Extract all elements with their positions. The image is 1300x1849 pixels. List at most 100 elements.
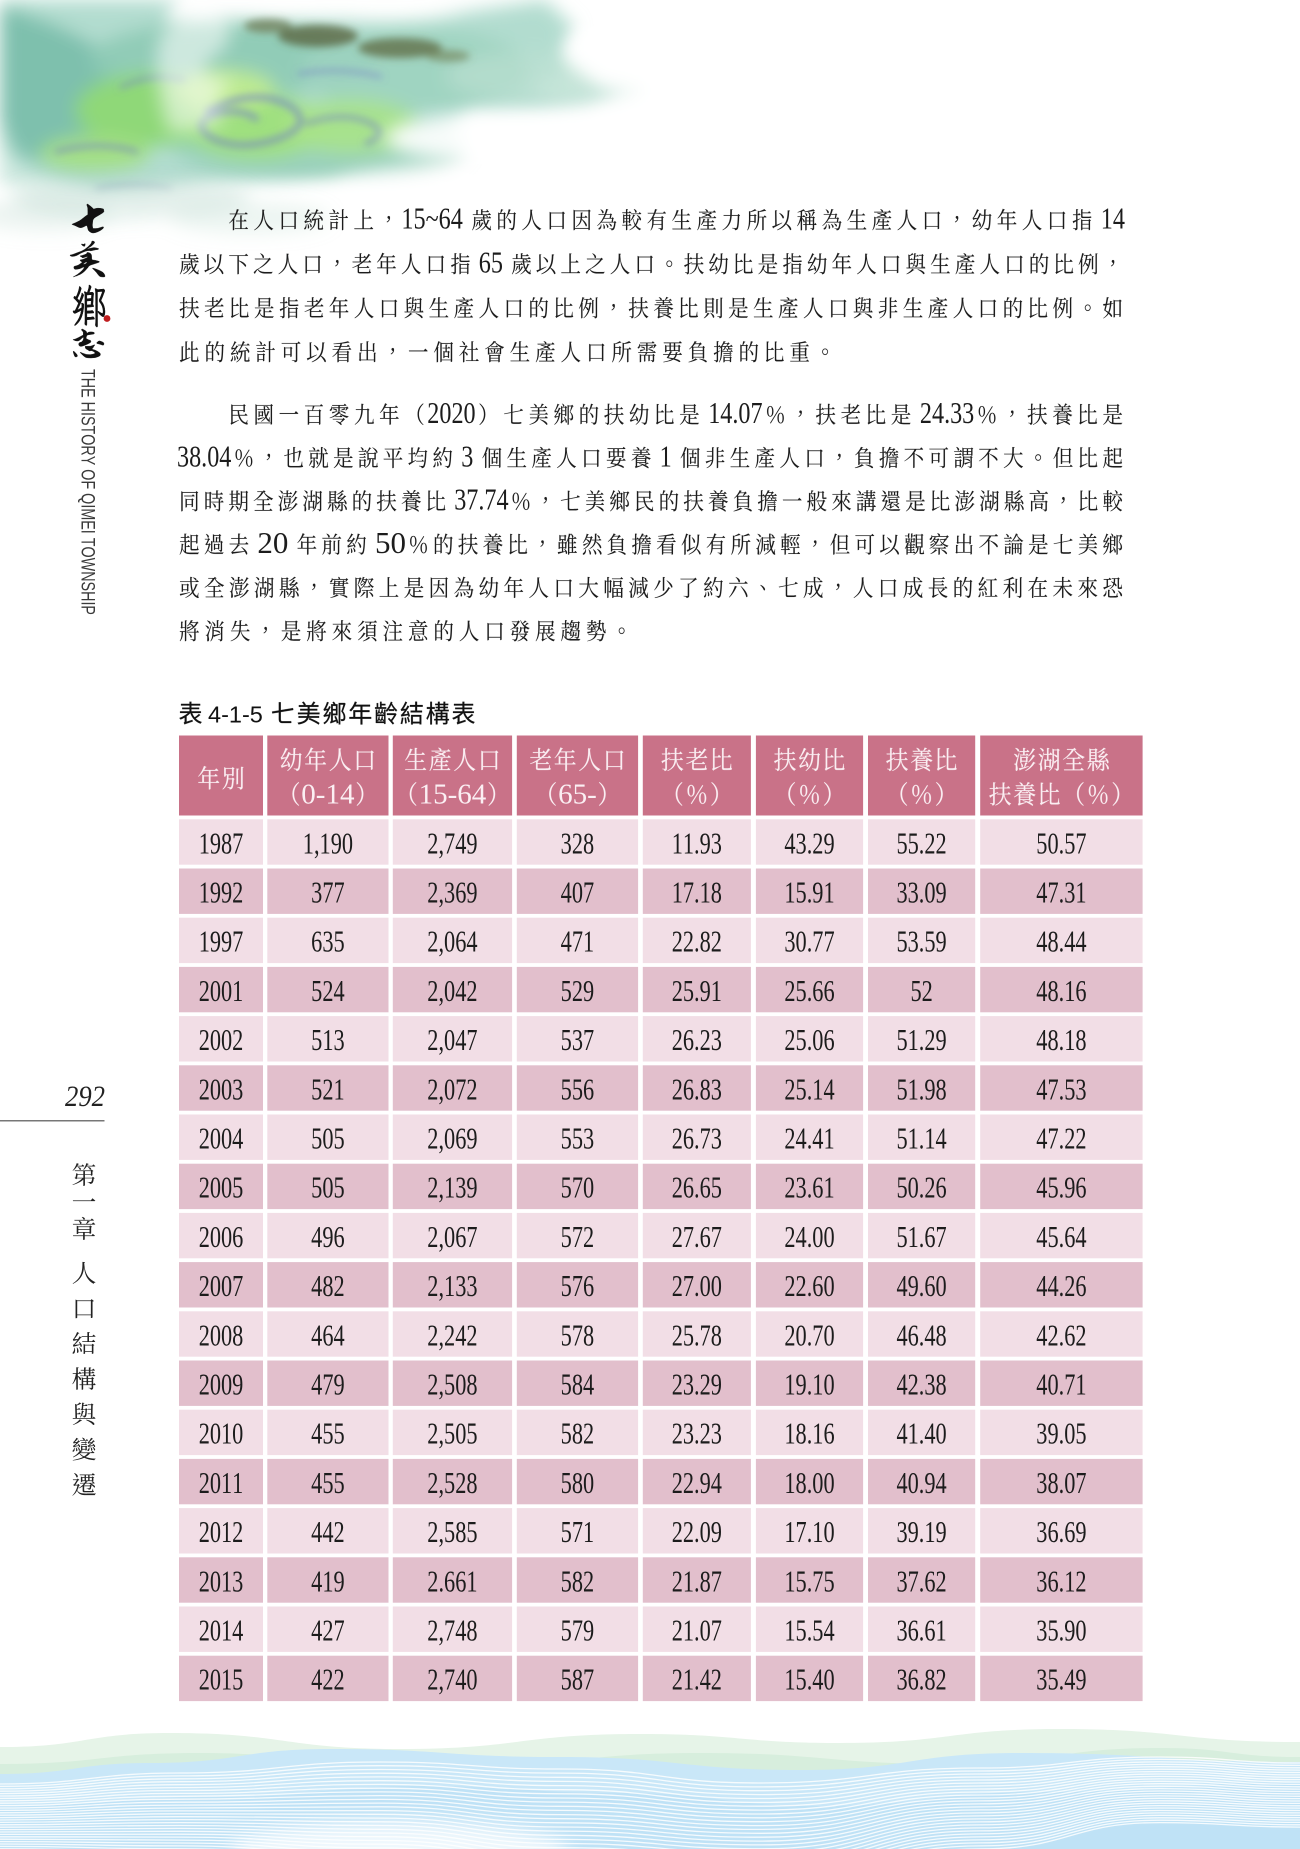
svg-text:419: 419	[311, 1564, 344, 1598]
svg-text:524: 524	[311, 973, 345, 1007]
svg-text:529: 529	[561, 973, 594, 1007]
svg-text:427: 427	[311, 1613, 344, 1647]
svg-text:50.26: 50.26	[897, 1170, 947, 1204]
svg-text:15.75: 15.75	[784, 1564, 834, 1598]
svg-text:2,369: 2,369	[427, 875, 477, 909]
svg-text:23.23: 23.23	[672, 1416, 722, 1450]
svg-text:2,748: 2,748	[427, 1613, 477, 1647]
svg-text:37.62: 37.62	[897, 1564, 947, 1598]
svg-text:513: 513	[311, 1023, 344, 1057]
svg-text:14.07: 14.07	[708, 396, 762, 431]
svg-text:26.23: 26.23	[672, 1023, 722, 1057]
svg-text:377: 377	[311, 875, 344, 909]
svg-text:576: 576	[561, 1269, 594, 1303]
svg-text:39.05: 39.05	[1036, 1416, 1086, 1450]
svg-text:18.16: 18.16	[784, 1416, 834, 1450]
svg-text:15.54: 15.54	[784, 1613, 835, 1647]
svg-text:2,047: 2,047	[427, 1023, 477, 1057]
svg-text:45.64: 45.64	[1036, 1219, 1087, 1253]
svg-text:4-1-5: 4-1-5	[208, 702, 263, 728]
svg-text:21.42: 21.42	[672, 1662, 722, 1696]
svg-text:2,585: 2,585	[427, 1515, 477, 1549]
svg-text:44.26: 44.26	[1036, 1269, 1086, 1303]
svg-text:26.83: 26.83	[672, 1072, 722, 1106]
svg-text:24.41: 24.41	[784, 1121, 834, 1155]
svg-text:2020: 2020	[427, 396, 475, 431]
svg-text:584: 584	[561, 1367, 595, 1401]
svg-text:571: 571	[561, 1515, 594, 1549]
svg-text:38.07: 38.07	[1036, 1465, 1086, 1499]
svg-text:2,067: 2,067	[427, 1219, 477, 1253]
svg-text:635: 635	[311, 924, 344, 958]
svg-text:15-64: 15-64	[419, 779, 487, 811]
svg-text:2,064: 2,064	[427, 924, 478, 958]
svg-text:505: 505	[311, 1170, 344, 1204]
svg-text:24.33: 24.33	[920, 396, 974, 431]
svg-text:2,069: 2,069	[427, 1121, 477, 1155]
svg-text:2003: 2003	[199, 1072, 244, 1106]
svg-text:580: 580	[561, 1465, 594, 1499]
svg-text:40.71: 40.71	[1036, 1367, 1086, 1401]
svg-text:455: 455	[311, 1465, 344, 1499]
svg-text:292: 292	[65, 1081, 105, 1114]
svg-text:25.91: 25.91	[672, 973, 722, 1007]
svg-text:1997: 1997	[199, 924, 244, 958]
svg-text:18.00: 18.00	[784, 1465, 834, 1499]
svg-text:2,133: 2,133	[427, 1269, 477, 1303]
svg-text:42.38: 42.38	[897, 1367, 947, 1401]
svg-text:27.00: 27.00	[672, 1269, 722, 1303]
svg-text:20: 20	[257, 525, 288, 560]
svg-text:20.70: 20.70	[784, 1318, 834, 1352]
svg-text:35.90: 35.90	[1036, 1613, 1086, 1647]
svg-text:25.66: 25.66	[784, 973, 834, 1007]
svg-text:22.82: 22.82	[672, 924, 722, 958]
svg-text:37.74: 37.74	[454, 483, 508, 518]
svg-text:479: 479	[311, 1367, 344, 1401]
svg-text:471: 471	[561, 924, 594, 958]
svg-text:17.18: 17.18	[672, 875, 722, 909]
svg-text:442: 442	[311, 1515, 344, 1549]
svg-text:407: 407	[561, 875, 594, 909]
svg-text:2,042: 2,042	[427, 973, 477, 1007]
svg-text:17.10: 17.10	[784, 1515, 834, 1549]
svg-text:30.77: 30.77	[784, 924, 834, 958]
svg-text:36.82: 36.82	[897, 1662, 947, 1696]
svg-text:14: 14	[1101, 202, 1125, 237]
svg-text:2,740: 2,740	[427, 1662, 477, 1696]
svg-text:2,505: 2,505	[427, 1416, 477, 1450]
svg-text:3: 3	[461, 440, 473, 475]
svg-text:2,242: 2,242	[427, 1318, 477, 1352]
svg-text:53.59: 53.59	[897, 924, 947, 958]
svg-text:23.61: 23.61	[784, 1170, 834, 1204]
svg-text:2,508: 2,508	[427, 1367, 477, 1401]
svg-text:19.10: 19.10	[784, 1367, 834, 1401]
svg-text:2,749: 2,749	[427, 826, 477, 860]
svg-text:21.07: 21.07	[672, 1613, 722, 1647]
svg-text:49.60: 49.60	[897, 1269, 947, 1303]
svg-text:33.09: 33.09	[897, 875, 947, 909]
svg-text:48.18: 48.18	[1036, 1023, 1086, 1057]
svg-text:52: 52	[910, 973, 932, 1007]
svg-text:1,190: 1,190	[303, 826, 353, 860]
svg-text:21.87: 21.87	[672, 1564, 722, 1598]
svg-text:11.93: 11.93	[672, 826, 722, 860]
svg-text:505: 505	[311, 1121, 344, 1155]
svg-text:15.40: 15.40	[784, 1662, 834, 1696]
svg-text:582: 582	[561, 1564, 594, 1598]
svg-text:55.22: 55.22	[897, 826, 947, 860]
svg-text:46.48: 46.48	[897, 1318, 947, 1352]
svg-text:2,072: 2,072	[427, 1072, 477, 1106]
svg-text:2013: 2013	[199, 1564, 244, 1598]
svg-text:22.94: 22.94	[672, 1465, 723, 1499]
svg-text:65-: 65-	[558, 779, 597, 811]
svg-text:496: 496	[311, 1219, 344, 1253]
svg-text:47.22: 47.22	[1036, 1121, 1086, 1155]
svg-text:25.14: 25.14	[784, 1072, 835, 1106]
svg-text:25.78: 25.78	[672, 1318, 722, 1352]
svg-text:2005: 2005	[199, 1170, 244, 1204]
svg-text:570: 570	[561, 1170, 594, 1204]
svg-text:455: 455	[311, 1416, 344, 1450]
svg-text:2,139: 2,139	[427, 1170, 477, 1204]
svg-text:2009: 2009	[199, 1367, 244, 1401]
svg-text:2012: 2012	[199, 1515, 244, 1549]
